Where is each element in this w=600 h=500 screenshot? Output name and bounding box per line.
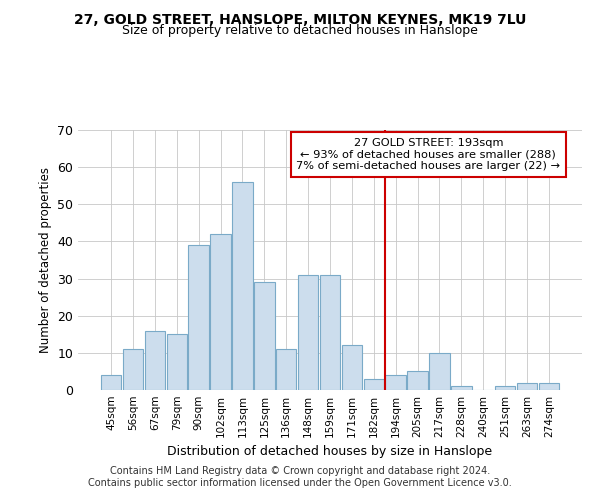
Bar bbox=[101, 375, 121, 390]
Bar bbox=[276, 349, 296, 390]
Text: 27 GOLD STREET: 193sqm
← 93% of detached houses are smaller (288)
7% of semi-det: 27 GOLD STREET: 193sqm ← 93% of detached… bbox=[296, 138, 560, 171]
Bar bbox=[254, 282, 275, 390]
Bar bbox=[211, 234, 231, 390]
Bar bbox=[298, 275, 318, 390]
Text: Contains HM Land Registry data © Crown copyright and database right 2024.
Contai: Contains HM Land Registry data © Crown c… bbox=[88, 466, 512, 487]
Bar bbox=[517, 382, 537, 390]
Y-axis label: Number of detached properties: Number of detached properties bbox=[38, 167, 52, 353]
X-axis label: Distribution of detached houses by size in Hanslope: Distribution of detached houses by size … bbox=[167, 446, 493, 458]
Bar bbox=[451, 386, 472, 390]
Text: Size of property relative to detached houses in Hanslope: Size of property relative to detached ho… bbox=[122, 24, 478, 37]
Bar bbox=[188, 245, 209, 390]
Bar bbox=[495, 386, 515, 390]
Bar bbox=[342, 346, 362, 390]
Bar bbox=[320, 275, 340, 390]
Bar bbox=[539, 382, 559, 390]
Bar bbox=[145, 330, 165, 390]
Bar bbox=[385, 375, 406, 390]
Bar bbox=[123, 349, 143, 390]
Bar bbox=[407, 372, 428, 390]
Text: 27, GOLD STREET, HANSLOPE, MILTON KEYNES, MK19 7LU: 27, GOLD STREET, HANSLOPE, MILTON KEYNES… bbox=[74, 12, 526, 26]
Bar bbox=[167, 334, 187, 390]
Bar bbox=[429, 353, 449, 390]
Bar bbox=[232, 182, 253, 390]
Bar bbox=[364, 379, 384, 390]
